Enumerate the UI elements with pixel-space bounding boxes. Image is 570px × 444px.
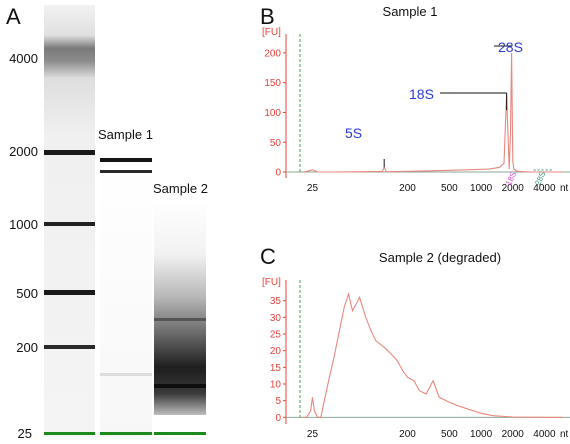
ladder-band <box>44 290 95 295</box>
sample-2-band <box>154 318 206 321</box>
x-tick-label: 500 <box>441 429 458 440</box>
x-tick-label: 4000 <box>533 429 556 440</box>
ladder-band <box>44 150 95 155</box>
y-tick-label: 25 <box>270 330 282 341</box>
x-tick-label: 1000 <box>470 429 493 440</box>
x-tick-label: 200 <box>399 429 416 440</box>
peak-label-5s: 5S <box>345 125 362 141</box>
sample-1-band-18s <box>100 170 152 173</box>
y-tick-label: 15 <box>270 363 282 374</box>
y-tick-label: 150 <box>264 78 281 89</box>
peak-label-28s: 28S <box>498 39 523 55</box>
sample-2-lane <box>154 200 206 415</box>
y-axis-label: [FU] <box>262 277 281 288</box>
y-tick-label: 5 <box>275 396 281 407</box>
y-tick-label: 30 <box>270 313 282 324</box>
sample-1-lane <box>100 150 152 437</box>
y-tick-label: 100 <box>264 108 281 119</box>
x-axis-label: nt <box>560 183 569 194</box>
x-tick-label: 200 <box>399 183 416 194</box>
series-line <box>302 52 563 173</box>
ladder-band <box>44 222 95 226</box>
ladder-size-label: 25 <box>18 426 32 441</box>
y-tick-label: 50 <box>270 138 282 149</box>
chart-c: C Sample 2 (degraded) [FU] 0 5 10 15 20 25 30 35 25… <box>260 244 570 440</box>
chart-b: B Sample 1 [FU] 0 50 100 150 200 25 200 500 1000 200… <box>260 4 570 194</box>
y-tick-label: 20 <box>270 346 282 357</box>
chart-title: Sample 2 (degraded) <box>379 250 501 265</box>
y-axis-label: [FU] <box>262 27 281 38</box>
ladder-size-label: 200 <box>16 340 38 355</box>
chart-title: Sample 1 <box>383 4 438 19</box>
peak-label-18s: 18S <box>409 86 434 102</box>
y-tick-label: 35 <box>270 296 282 307</box>
gel-panel: A 4000 2000 1000 500 200 25 Sample 1 Sam… <box>6 4 208 441</box>
x-tick-label: 25 <box>307 429 319 440</box>
ladder-size-label: 2000 <box>9 144 38 159</box>
sample-1-band-5s <box>100 373 152 376</box>
sample-2-band <box>154 384 206 388</box>
sample-1-band-28s <box>100 158 152 162</box>
lane-label-sample-2: Sample 2 <box>153 181 208 196</box>
x-tick-label: 4000 <box>533 183 556 194</box>
y-tick-label: 0 <box>275 168 281 179</box>
x-axis-label: nt <box>560 429 569 440</box>
y-tick-label: 10 <box>270 380 282 391</box>
ladder-size-label: 1000 <box>9 217 38 232</box>
y-tick-label: 0 <box>275 413 281 424</box>
panel-letter-a: A <box>6 4 21 29</box>
x-tick-label: 2000 <box>502 429 525 440</box>
ladder-band <box>44 345 95 349</box>
x-tick-label: 1000 <box>470 183 493 194</box>
y-tick-label: 200 <box>264 48 281 59</box>
series-line <box>302 291 563 418</box>
lower-marker-band <box>44 432 95 435</box>
lane-label-sample-1: Sample 1 <box>98 127 153 142</box>
panel-letter: B <box>260 4 275 29</box>
lower-marker-band <box>154 432 206 435</box>
x-tick-label: 500 <box>441 183 458 194</box>
lower-marker-band <box>100 432 152 435</box>
panel-letter: C <box>260 244 276 269</box>
ladder-size-label: 4000 <box>9 51 38 66</box>
x-tick-label: 2000 <box>502 183 525 194</box>
sample-2-band <box>154 368 206 372</box>
ladder-lane <box>44 5 95 437</box>
ladder-size-label: 500 <box>16 286 38 301</box>
x-tick-label: 25 <box>307 183 319 194</box>
